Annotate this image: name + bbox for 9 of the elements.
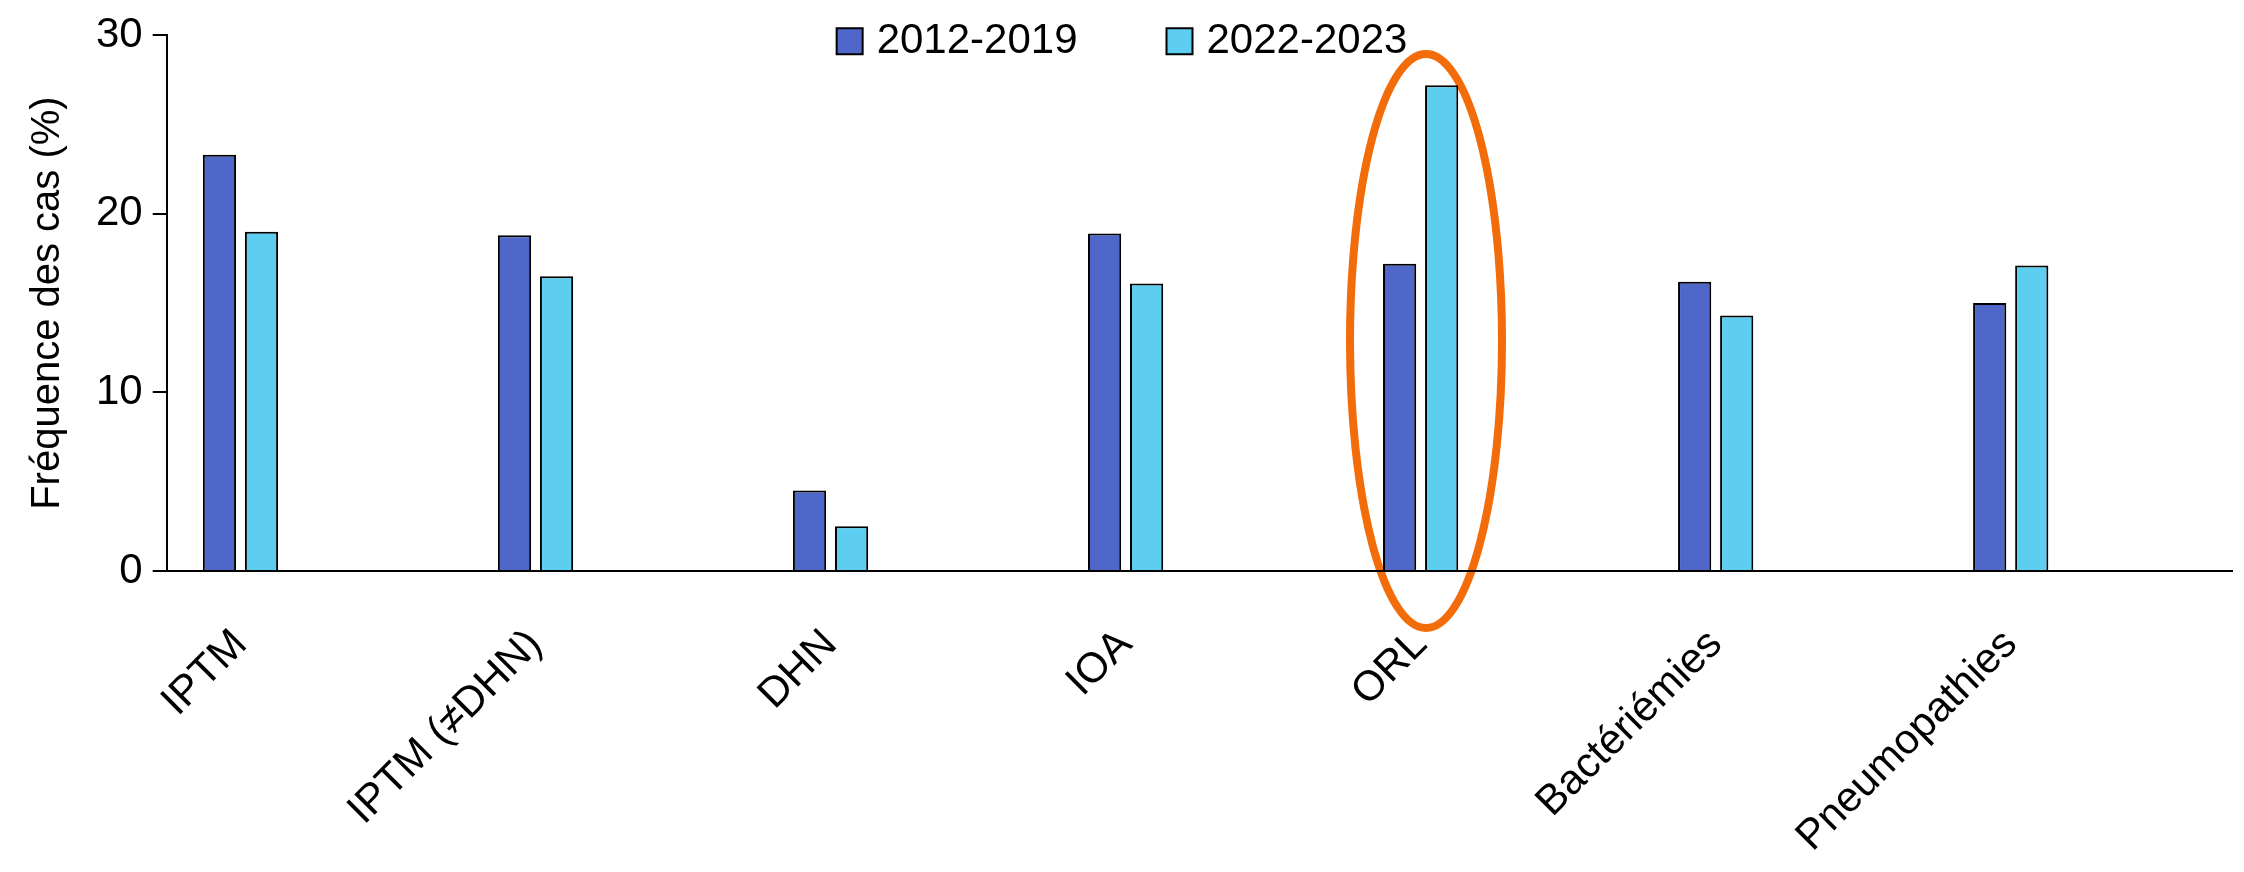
y-tick-label: 10 (96, 365, 143, 413)
legend-label: 2022-2023 (1206, 14, 1408, 62)
y-tick-label: 0 (119, 544, 143, 592)
legend-label: 2012-2019 (876, 14, 1078, 62)
y-axis-title: Fréquence des cas (%) (23, 96, 68, 510)
x-tick-label: IOA (1055, 619, 1141, 704)
x-tick-label: ORL (1340, 619, 1436, 714)
y-tick-label: 20 (96, 187, 143, 235)
y-tick-label: 30 (96, 8, 143, 56)
